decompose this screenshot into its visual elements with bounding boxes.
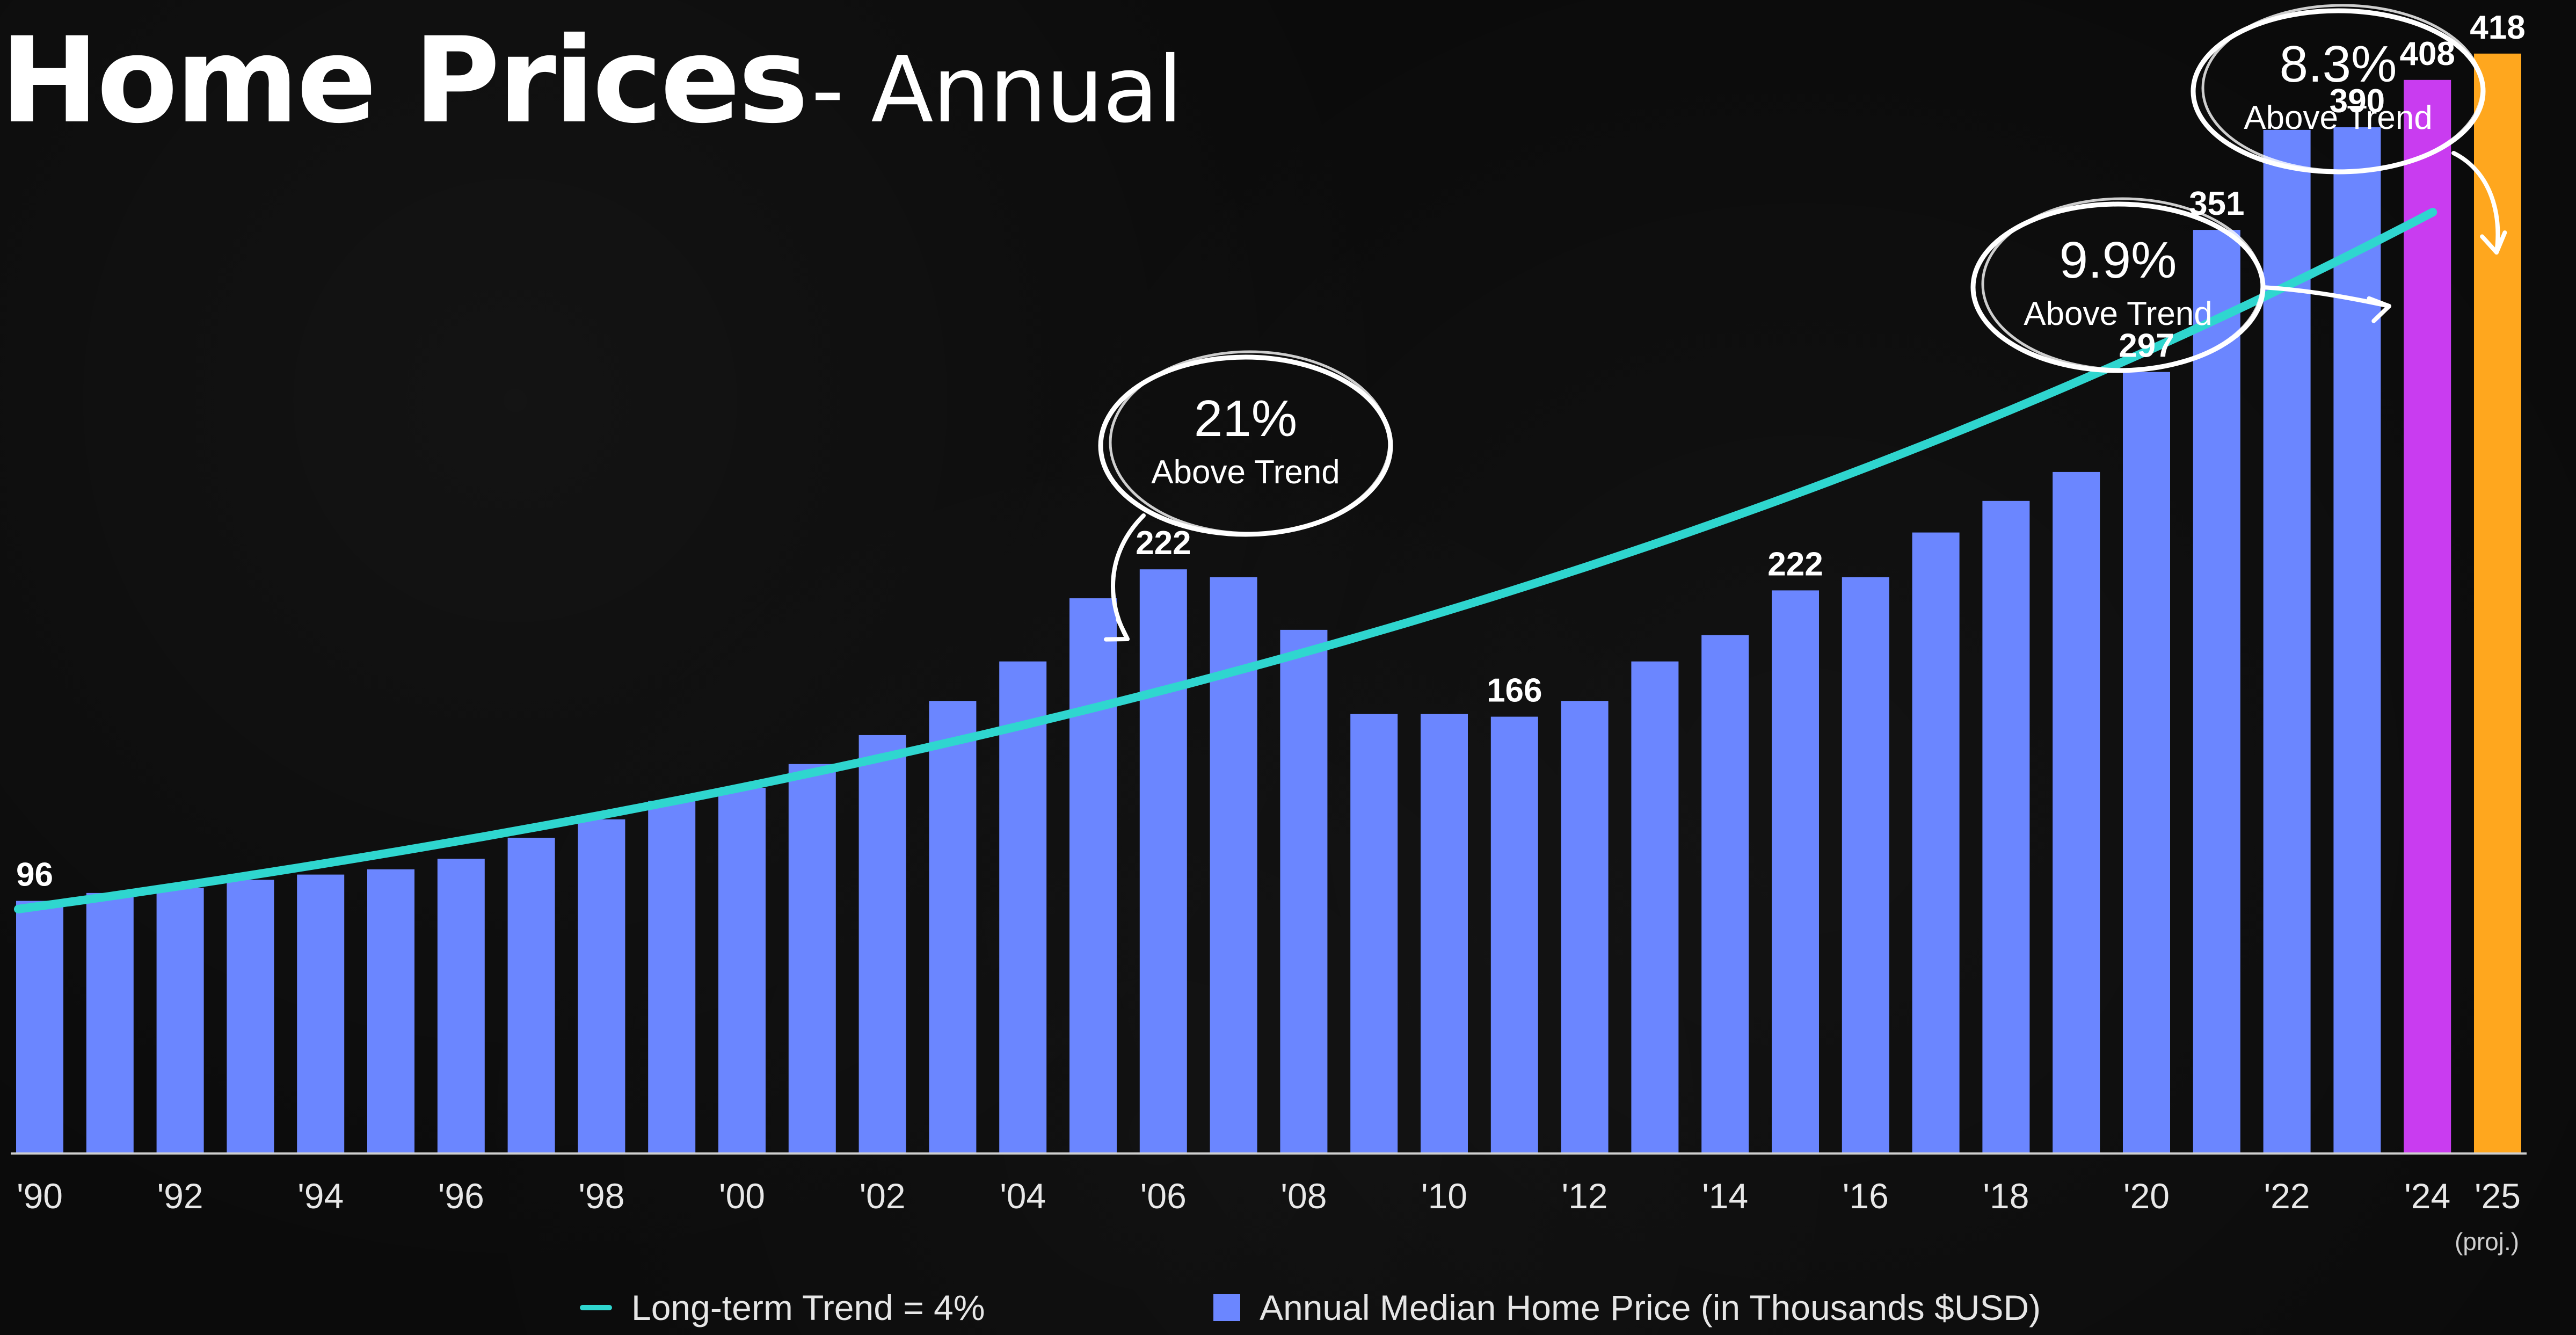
x-tick-2025: '25 — [2475, 1176, 2521, 1216]
bar-2004 — [999, 661, 1047, 1153]
x-tick-1994: '94 — [297, 1176, 344, 1216]
x-tick-1998: '98 — [578, 1176, 624, 1216]
x-tick-1992: '92 — [157, 1176, 203, 1216]
callout-percent: 21% — [1194, 390, 1297, 447]
callout-percent: 8.3% — [2280, 35, 2397, 93]
data-label-2011: 166 — [1487, 672, 1542, 709]
bar-1995 — [367, 869, 414, 1153]
bar-1991 — [86, 893, 134, 1153]
x-tick-2012: '12 — [1562, 1176, 1608, 1216]
data-label-2015: 222 — [1767, 546, 1823, 583]
data-label-2025: 418 — [2470, 9, 2525, 46]
legend-trend-label: Long-term Trend = 4% — [631, 1288, 985, 1327]
x-tick-2008: '08 — [1280, 1176, 1327, 1216]
x-tick-2014: '14 — [1702, 1176, 1748, 1216]
legend-trend-swatch — [580, 1305, 612, 1310]
callout-ellipse-sketch — [1981, 197, 2264, 371]
bar-2023 — [2333, 127, 2381, 1153]
bar-1990 — [16, 901, 63, 1153]
callout-text: Above Trend — [2024, 295, 2213, 332]
bar-2012 — [1561, 701, 1609, 1153]
data-label-2024: 408 — [2399, 35, 2455, 72]
bar-2021 — [2193, 230, 2240, 1154]
bars-group — [16, 53, 2521, 1154]
bar-2009 — [1350, 714, 1398, 1153]
bar-2020 — [2123, 372, 2170, 1154]
callout-ellipse-sketch — [1109, 350, 1391, 535]
bar-2005 — [1069, 598, 1117, 1153]
bar-1994 — [297, 874, 345, 1153]
x-tick-2018: '18 — [1983, 1176, 2029, 1216]
x-tick-sublabel: (proj.) — [2455, 1228, 2519, 1256]
bar-2000 — [718, 787, 766, 1153]
bar-2003 — [929, 701, 977, 1153]
callout-ellipse-sketch — [2201, 4, 2484, 172]
bar-2019 — [2053, 471, 2100, 1153]
x-tick-2006: '06 — [1140, 1176, 1187, 1216]
bar-2014 — [1701, 635, 1749, 1153]
legend-bar-label: Annual Median Home Price (in Thousands $… — [1260, 1288, 2041, 1327]
x-tick-2000: '00 — [719, 1176, 765, 1216]
title-sub: - Annual — [811, 37, 1183, 143]
callout-arrowhead — [2367, 296, 2391, 323]
data-label-2020: 297 — [2119, 328, 2174, 365]
callout-3: 8.3% Above Trend — [2191, 4, 2507, 255]
bar-1998 — [578, 819, 625, 1153]
x-tick-1990: '90 — [17, 1176, 63, 1216]
callout-arrow — [2261, 285, 2391, 308]
x-tick-2020: '20 — [2123, 1176, 2170, 1216]
x-tick-2022: '22 — [2264, 1176, 2310, 1216]
bar-1992 — [156, 888, 204, 1153]
legend-bars: Annual Median Home Price (in Thousands $… — [1213, 1286, 2041, 1329]
bar-2011 — [1490, 716, 1538, 1153]
callout-1: 21% Above Trend — [1098, 350, 1393, 642]
bar-2015 — [1772, 590, 1819, 1153]
bar-2024 — [2404, 79, 2451, 1153]
bar-2006 — [1139, 569, 1187, 1153]
bar-2018 — [1982, 500, 2030, 1153]
bar-2016 — [1842, 577, 1889, 1153]
bar-2001 — [788, 764, 836, 1153]
callout-text: Above Trend — [1151, 454, 1340, 491]
bar-2022 — [2263, 129, 2311, 1153]
page-title: Home Prices - Annual — [0, 21, 1183, 143]
x-tick-2016: '16 — [1843, 1176, 1889, 1216]
x-tick-2010: '10 — [1421, 1176, 1467, 1216]
x-tick-2002: '02 — [860, 1176, 906, 1216]
bar-2013 — [1631, 661, 1679, 1153]
legend-trend: Long-term Trend = 4% — [580, 1286, 985, 1329]
trend-line — [14, 208, 2437, 913]
callout-arrow — [2451, 151, 2500, 255]
callout-arrowhead — [2480, 230, 2507, 255]
callout-text: Above Trend — [2244, 99, 2433, 136]
x-tick-2004: '04 — [1000, 1176, 1046, 1216]
callout-arrowhead — [1104, 618, 1130, 642]
bar-1993 — [227, 880, 274, 1153]
legend-bar-swatch — [1213, 1294, 1240, 1321]
title-main: Home Prices — [0, 12, 809, 149]
callout-percent: 9.9% — [2060, 231, 2177, 289]
callout-2: 9.9% Above Trend — [1970, 197, 2391, 373]
bar-2017 — [1912, 532, 1960, 1153]
data-label-2006: 222 — [1136, 525, 1191, 562]
data-label-1990: 96 — [16, 857, 53, 894]
bar-2002 — [858, 735, 906, 1153]
x-tick-2024: '24 — [2404, 1176, 2450, 1216]
bar-1997 — [507, 838, 555, 1153]
x-tick-1996: '96 — [438, 1176, 484, 1216]
data-label-2023: 390 — [2330, 83, 2385, 120]
bar-2010 — [1421, 714, 1468, 1153]
bar-1996 — [437, 859, 485, 1153]
bar-1999 — [648, 801, 696, 1153]
bar-2008 — [1280, 629, 1328, 1153]
